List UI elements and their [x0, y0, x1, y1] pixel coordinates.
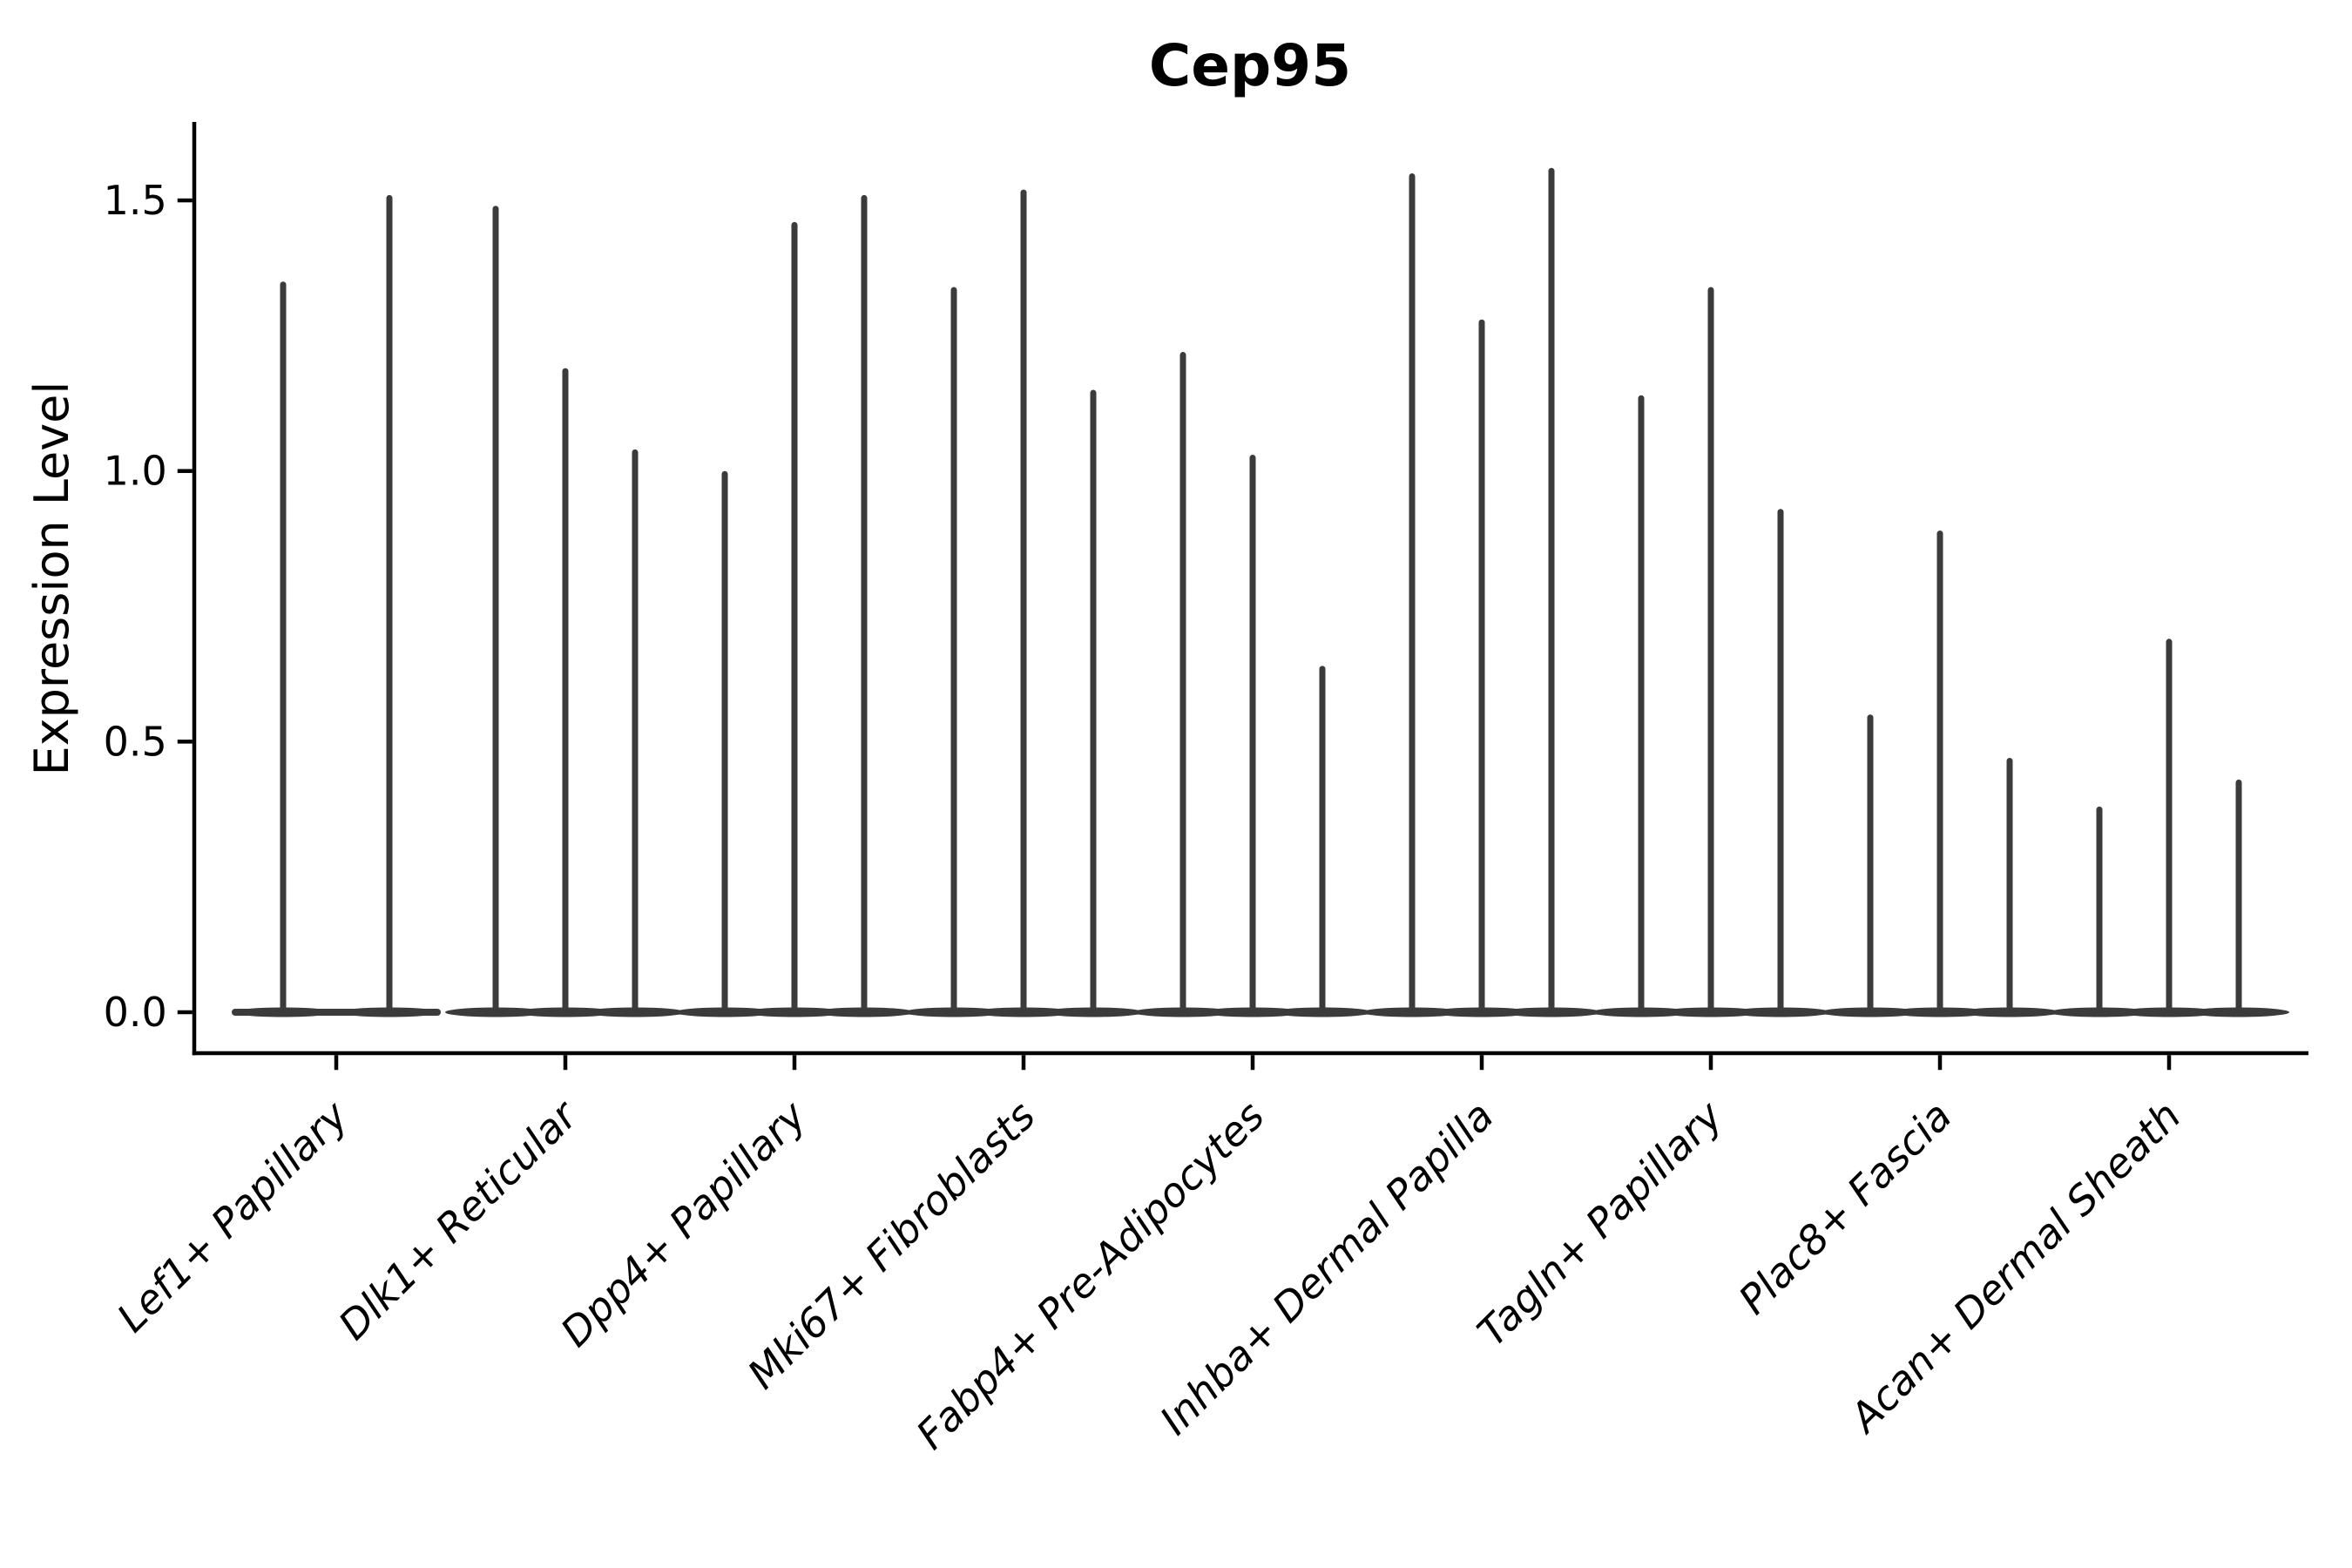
violin-spike: [2166, 639, 2173, 1016]
violins: [232, 167, 2289, 1017]
violin-spike: [632, 449, 639, 1016]
violin-spike: [2235, 779, 2242, 1016]
y-tick-label: 0.0: [104, 989, 167, 1036]
violin-group: [232, 194, 441, 1017]
x-tick: [563, 1055, 568, 1071]
x-tick-label: Dlk1+ Reticular: [329, 1090, 588, 1348]
axes: [192, 122, 2308, 1056]
violin-spike: [721, 470, 728, 1016]
violin-group: [903, 189, 1144, 1017]
y-tick: [177, 740, 193, 744]
x-tick: [2166, 1055, 2172, 1071]
y-tick: [177, 1010, 193, 1015]
violin-spike: [1319, 666, 1326, 1016]
y-axis-spine: [192, 122, 197, 1056]
y-tick: [177, 198, 193, 203]
violin-group: [1591, 287, 1831, 1017]
violin-spike: [2096, 806, 2103, 1016]
violin-spike: [1090, 389, 1097, 1016]
violin-spike: [1020, 189, 1027, 1016]
x-tick: [334, 1055, 339, 1071]
violin-spike: [1179, 352, 1186, 1016]
violin-spike: [492, 206, 499, 1016]
violin-spike: [1707, 287, 1714, 1016]
y-tick-label: 1.0: [104, 448, 167, 495]
violin-spike: [1936, 531, 1943, 1016]
violin-spike: [1249, 455, 1256, 1016]
x-tick-label: Tagln+ Papillary: [1468, 1092, 1732, 1355]
violin-spike: [861, 194, 868, 1016]
x-tick: [1250, 1055, 1255, 1071]
violin-spike: [1548, 167, 1555, 1017]
x-tick-label: Plac8+ Fascia: [1729, 1092, 1960, 1323]
violin-spike: [280, 281, 287, 1016]
violin-spike: [562, 368, 569, 1016]
violin-spike: [950, 287, 957, 1016]
violin-group: [445, 206, 686, 1017]
violin-spike: [1478, 319, 1485, 1017]
y-tick-label: 0.5: [104, 718, 167, 765]
violin-spike: [1867, 714, 1874, 1016]
violin-group: [1820, 531, 2060, 1017]
violin-spike: [791, 221, 798, 1017]
violin-group: [2049, 639, 2289, 1017]
x-tick-label: Dpp4+ Papillary: [551, 1092, 815, 1355]
violin-spike: [386, 194, 393, 1016]
chart-title: Cep95: [1149, 32, 1351, 99]
violin-group: [1362, 167, 1602, 1017]
y-tick: [177, 469, 193, 473]
x-tick: [1708, 1055, 1713, 1071]
violin-group: [1132, 352, 1373, 1017]
x-tick: [1937, 1055, 1943, 1071]
y-axis-label: Expression Level: [24, 382, 79, 776]
x-axis-spine: [192, 1051, 2308, 1056]
y-axis-ticks: 0.0 0.5 1.0 1.5: [104, 177, 193, 1036]
violin-spike: [1638, 395, 1645, 1016]
x-tick-label: Lef1+ Papillary: [108, 1092, 357, 1341]
violin-spike: [2006, 757, 2013, 1016]
x-tick: [792, 1055, 797, 1071]
violin-group: [674, 194, 915, 1017]
x-tick: [1021, 1055, 1026, 1071]
violin-spike: [1409, 172, 1416, 1017]
violin-spike: [1777, 509, 1784, 1016]
y-tick-label: 1.5: [104, 177, 167, 224]
x-tick: [1479, 1055, 1484, 1071]
